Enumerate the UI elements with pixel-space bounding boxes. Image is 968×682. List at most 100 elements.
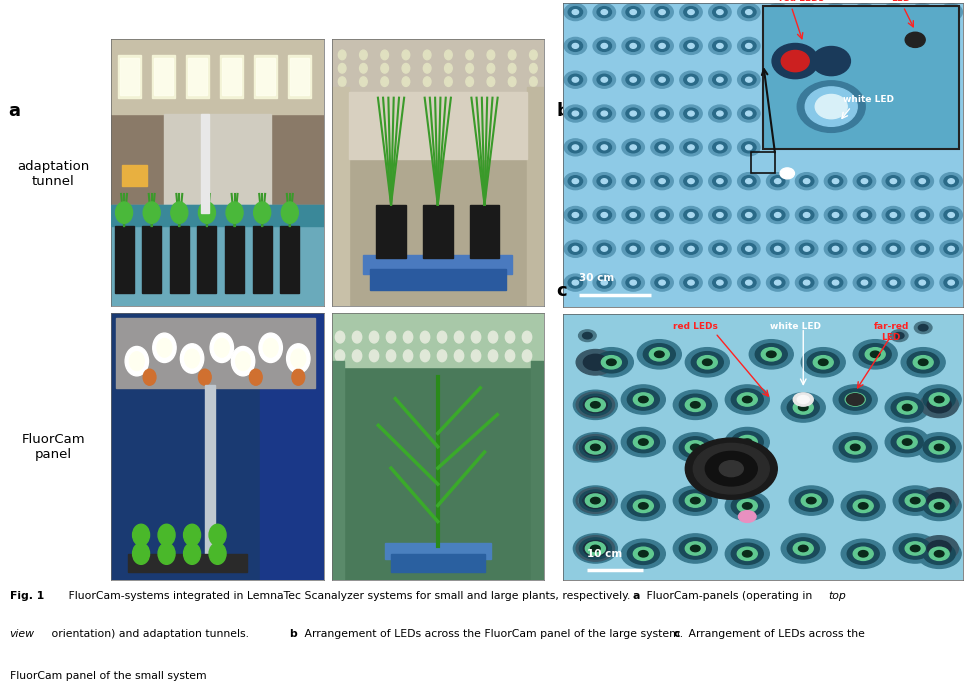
Circle shape [680,38,702,55]
Circle shape [572,10,579,14]
Circle shape [771,243,785,254]
Circle shape [659,77,665,82]
Circle shape [725,385,770,414]
Circle shape [796,274,818,291]
Circle shape [716,246,723,251]
Circle shape [568,243,583,254]
Circle shape [231,346,255,376]
Circle shape [214,338,229,357]
Circle shape [774,213,781,218]
Circle shape [745,213,752,218]
Circle shape [803,213,810,218]
Circle shape [626,277,641,288]
Circle shape [597,40,612,51]
Circle shape [290,349,306,368]
Circle shape [798,80,865,132]
Circle shape [654,351,664,357]
Circle shape [742,439,752,445]
Circle shape [576,434,615,460]
Text: orientation) and adaptation tunnels.: orientation) and adaptation tunnels. [47,629,252,640]
Circle shape [659,213,665,218]
Circle shape [745,77,752,82]
Circle shape [621,539,665,568]
Circle shape [709,3,731,20]
Circle shape [339,77,346,87]
Circle shape [929,499,950,513]
Circle shape [905,494,925,507]
Circle shape [630,246,636,251]
Circle shape [709,71,731,88]
Circle shape [683,209,698,220]
Circle shape [659,179,665,183]
Circle shape [793,542,813,555]
Circle shape [767,207,789,224]
Circle shape [940,173,962,190]
Circle shape [712,74,727,85]
Circle shape [685,441,706,454]
Bar [331,313,544,366]
Text: 30 cm: 30 cm [580,273,615,282]
Circle shape [209,524,227,546]
Bar [225,226,244,293]
Circle shape [688,179,694,183]
Circle shape [787,538,819,559]
Circle shape [626,209,641,220]
Circle shape [583,444,592,451]
Circle shape [919,10,925,14]
Circle shape [633,499,653,513]
Circle shape [579,330,596,342]
Circle shape [655,7,669,18]
Circle shape [572,179,579,183]
Circle shape [584,439,607,456]
Circle shape [886,243,900,254]
Circle shape [886,277,900,288]
Circle shape [263,338,278,357]
Circle shape [564,105,587,122]
Circle shape [845,393,865,406]
Circle shape [832,10,838,14]
Circle shape [680,207,702,224]
Circle shape [803,280,810,285]
Circle shape [626,142,641,153]
Circle shape [630,10,636,14]
Circle shape [897,401,918,414]
Circle shape [802,494,821,507]
Circle shape [488,350,498,361]
Circle shape [590,497,600,504]
Circle shape [564,71,587,88]
Circle shape [680,394,711,415]
Circle shape [626,74,641,85]
Circle shape [919,280,925,285]
Circle shape [198,369,211,385]
Circle shape [586,441,605,454]
Circle shape [845,441,865,454]
Circle shape [601,213,608,218]
Circle shape [738,547,757,561]
Circle shape [487,77,495,87]
Circle shape [655,108,669,119]
Circle shape [683,40,698,51]
Circle shape [716,145,723,150]
Circle shape [573,433,618,462]
Circle shape [650,348,669,361]
Circle shape [601,77,608,82]
Circle shape [674,534,717,563]
Circle shape [918,539,961,568]
Circle shape [738,139,760,156]
Text: FluorCam
panel: FluorCam panel [21,432,85,461]
Circle shape [918,385,961,414]
Bar [370,269,505,290]
Circle shape [466,77,473,87]
Circle shape [423,77,431,87]
Circle shape [780,168,795,179]
Circle shape [803,179,810,183]
Circle shape [771,277,785,288]
Circle shape [902,439,912,445]
Circle shape [607,359,617,366]
Circle shape [858,243,871,254]
Circle shape [940,274,962,291]
Circle shape [796,3,818,20]
Circle shape [650,105,674,122]
Circle shape [725,539,770,568]
Circle shape [929,441,950,454]
